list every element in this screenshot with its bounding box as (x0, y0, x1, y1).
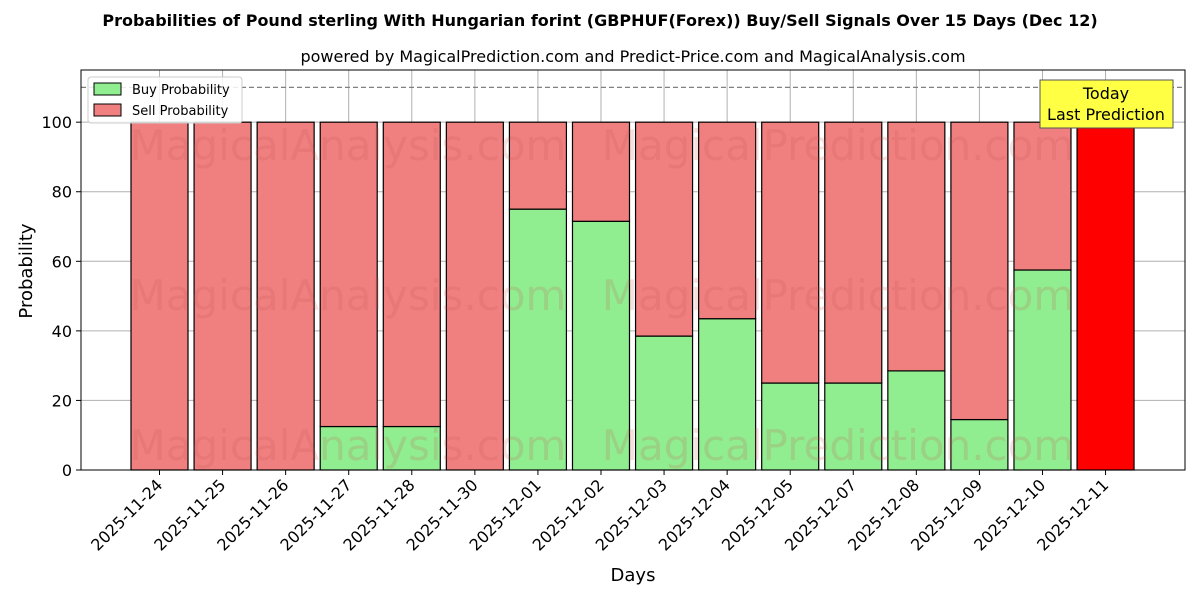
x-axis-label: Days (611, 565, 656, 586)
bar-sell (887, 121, 946, 372)
y-tick-label: 80 (52, 183, 72, 202)
y-tick-label: 0 (62, 461, 72, 480)
chart-title: Probabilities of Pound sterling With Hun… (102, 11, 1097, 30)
y-tick-label: 40 (52, 322, 72, 341)
watermark-analysis: MagicalAnalysis.com (130, 121, 567, 170)
bar-sell (319, 121, 378, 428)
legend-frame (87, 76, 243, 124)
watermark-prediction: MagicalPrediction.com (602, 121, 1075, 170)
watermark-prediction: MagicalPrediction.com (602, 421, 1075, 470)
bar-sell (256, 121, 315, 471)
bar-sell (761, 121, 820, 384)
bar-sell (1013, 121, 1072, 271)
bar-sell (1076, 121, 1135, 471)
bar-sell (824, 121, 883, 384)
plot-frame (80, 69, 1186, 471)
annotation-box (1039, 79, 1174, 129)
bar-buy (761, 382, 820, 471)
legend-label-sell: Sell Probability (132, 104, 229, 119)
legend-swatch-buy (93, 82, 122, 96)
legend-swatch-sell (93, 103, 122, 117)
watermark-analysis: MagicalAnalysis.com (130, 271, 567, 320)
bar-buy (887, 370, 946, 471)
watermark-prediction: MagicalPrediction.com (602, 271, 1075, 320)
bar-buy (1013, 269, 1072, 471)
bars (130, 121, 1135, 471)
x-axis: 2025-11-242025-11-252025-11-262025-11-27… (87, 470, 1112, 555)
bar-sell (508, 121, 568, 210)
bar-sell (698, 121, 757, 320)
legend: Buy Probability Sell Probability (87, 76, 243, 124)
y-axis: 0 20 40 60 80 100 (41, 113, 81, 480)
watermarks: MagicalAnalysis.com MagicalPrediction.com… (130, 121, 1075, 470)
bar-buy (508, 208, 568, 471)
chart-subtitle: powered by MagicalPrediction.com and Pre… (300, 47, 965, 66)
bar-buy (571, 220, 631, 471)
y-tick-label: 20 (52, 391, 72, 410)
bar-buy (634, 335, 694, 471)
y-tick-label: 100 (41, 113, 72, 132)
annotation-line2: Last Prediction (1047, 105, 1165, 124)
bar-sell (950, 121, 1009, 421)
bar-buy (382, 425, 441, 471)
annotation-line1: Today (1082, 84, 1129, 103)
bar-buy (950, 418, 1009, 471)
bar-buy (824, 382, 883, 471)
legend-label-buy: Buy Probability (132, 83, 230, 98)
bar-buy (698, 318, 757, 471)
watermark-analysis: MagicalAnalysis.com (130, 421, 567, 470)
bar-sell (445, 121, 504, 471)
bar-sell (382, 121, 441, 428)
y-axis-label: Probability (16, 223, 37, 318)
bar-sell (634, 121, 694, 337)
y-tick-label: 60 (52, 252, 72, 271)
bar-sell (571, 121, 631, 222)
today-annotation: Today Last Prediction (1039, 79, 1174, 129)
